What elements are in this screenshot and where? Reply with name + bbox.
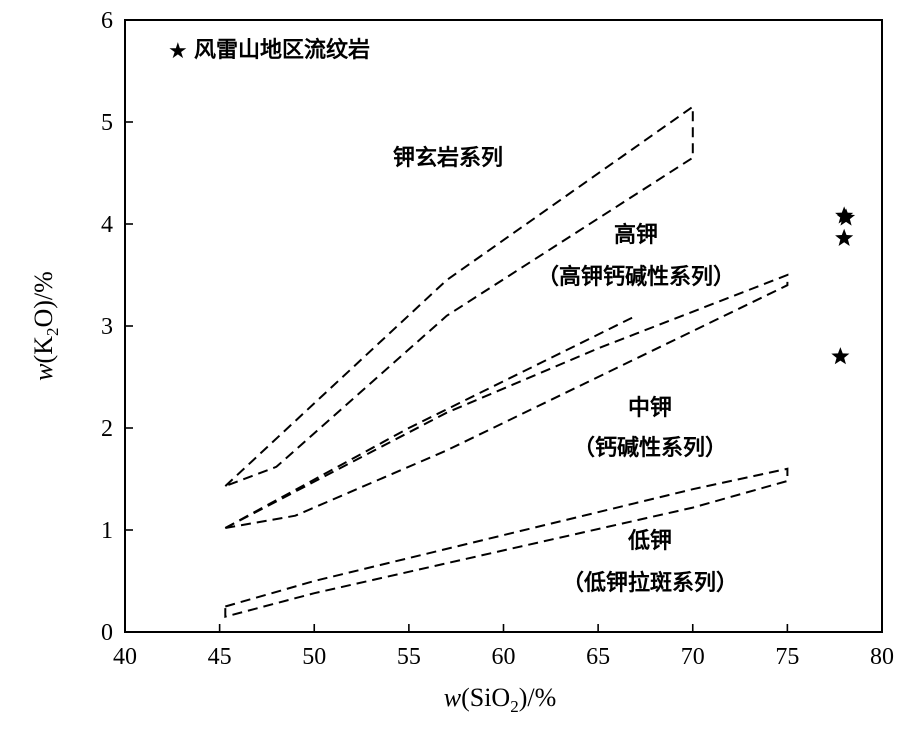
shoshonite-boundary [224,104,694,488]
plot-frame [124,19,883,633]
y-tick-label: 1 [101,518,113,544]
x-tick-label: 40 [113,644,137,670]
high-k-boundary [224,314,637,529]
y-tick-label: 6 [101,8,113,34]
x-tick-label: 65 [586,644,610,670]
x-tick-label: 50 [302,644,326,670]
y-axis-title: w(K2O)/% [29,271,62,381]
x-tick-label: 70 [681,644,705,670]
y-axis-title-group: w(K2O)/% [29,271,62,381]
y-axis-title-after: O)/% [29,271,58,327]
high-k-label-line: 高钾 [614,222,658,248]
x-axis-title-suffix: )/% [519,683,557,712]
x-axis-title-prefix: w [444,683,462,712]
x-tick-label: 45 [208,644,232,670]
legend-label: 风雷山地区流纹岩 [194,37,370,63]
y-axis-title-formula: K [29,336,58,355]
shoshonite-label-line: 钾玄岩系列 [393,145,503,171]
x-tick-label: 80 [870,644,894,670]
data-points [831,206,856,365]
axes [124,19,883,633]
high-k-boundary-2 [224,273,789,529]
data-point-star [831,347,850,365]
data-point-star [835,228,854,246]
x-axis-title-sub: 2 [510,697,519,716]
legend: ★ 风雷山地区流纹岩 [168,37,370,64]
x-tick-label: 75 [775,644,799,670]
y-axis-ticks: 0 1 2 3 4 5 6 [101,8,133,646]
low-k-boundary [224,467,789,618]
high-k-label-line: （高钾钙碱性系列） [537,264,735,290]
x-axis-title-formula: SiO [470,683,510,712]
x-tick-label: 60 [492,644,516,670]
medium-k-label-line: 中钾 [628,396,672,421]
data-point-star [837,208,856,226]
low-k-label-line: 低钾 [627,529,672,554]
x-axis-ticks: 40 45 50 55 60 65 70 75 80 [113,624,894,670]
x-tick-label: 55 [397,644,421,670]
y-tick-label: 2 [101,416,113,442]
magma-series-fields [224,104,789,618]
medium-k-label-line: （钙碱性系列） [573,435,727,461]
low-k-label-line: （低钾拉斑系列） [562,570,738,596]
y-axis-title-sub: 2 [43,328,62,337]
y-tick-label: 4 [101,212,113,238]
y-tick-label: 0 [101,620,113,646]
legend-star-icon: ★ [168,39,188,64]
y-tick-label: 3 [101,314,113,340]
y-axis-title-prefix: w [29,363,58,381]
y-tick-label: 5 [101,110,113,136]
x-axis-title: w(SiO2)/% [444,683,557,716]
